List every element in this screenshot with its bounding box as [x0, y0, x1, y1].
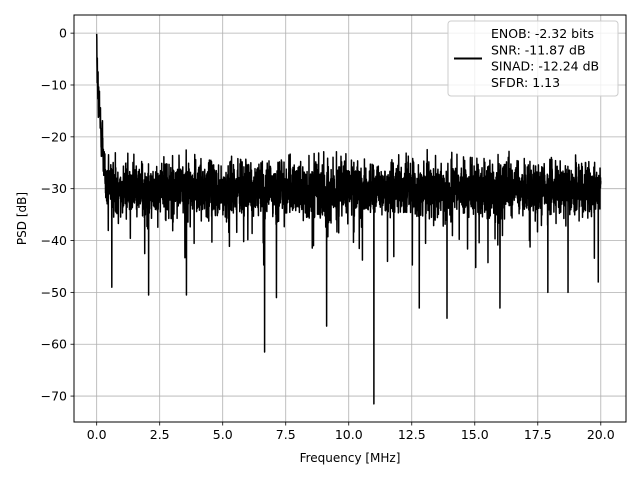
y-tick-label: −60 [41, 337, 67, 352]
y-axis-label: PSD [dB] [15, 192, 29, 245]
x-tick-label: 20.0 [587, 427, 615, 442]
x-tick-label: 12.5 [398, 427, 426, 442]
psd-series-line [95, 33, 602, 405]
legend-snr: SNR: -11.87 dB [491, 42, 586, 57]
y-tick-label: −20 [41, 129, 67, 144]
x-tick-label: 5.0 [213, 427, 233, 442]
axes-frame [73, 14, 627, 423]
legend: ENOB: -2.32 bits SNR: -11.87 dB SINAD: -… [447, 20, 619, 97]
y-tick-label: −50 [41, 285, 67, 300]
x-tick-label: 0.0 [87, 427, 107, 442]
x-tick-label: 10.0 [335, 427, 363, 442]
x-tick-label: 2.5 [150, 427, 170, 442]
y-tick-label: 0 [59, 26, 67, 41]
x-axis-ticks: 0.0 2.5 5.0 7.5 10.0 12.5 15.0 17.5 20.0 [87, 422, 615, 442]
series-layer [95, 33, 602, 405]
legend-box [447, 20, 619, 97]
x-tick-label: 7.5 [276, 427, 296, 442]
x-tick-label: 17.5 [524, 427, 552, 442]
y-axis-ticks: 0 −10 −20 −30 −40 −50 −60 −70 [41, 26, 74, 404]
y-tick-label: −30 [41, 181, 67, 196]
x-tick-label: 15.0 [461, 427, 489, 442]
y-tick-label: −70 [41, 389, 67, 404]
x-axis-label: Frequency [MHz] [300, 451, 401, 465]
y-tick-label: −40 [41, 233, 67, 248]
y-tick-label: −10 [41, 77, 67, 92]
legend-sfdr: SFDR: 1.13 [491, 75, 560, 90]
legend-sinad: SINAD: -12.24 dB [491, 59, 599, 74]
legend-enob: ENOB: -2.32 bits [491, 26, 594, 41]
